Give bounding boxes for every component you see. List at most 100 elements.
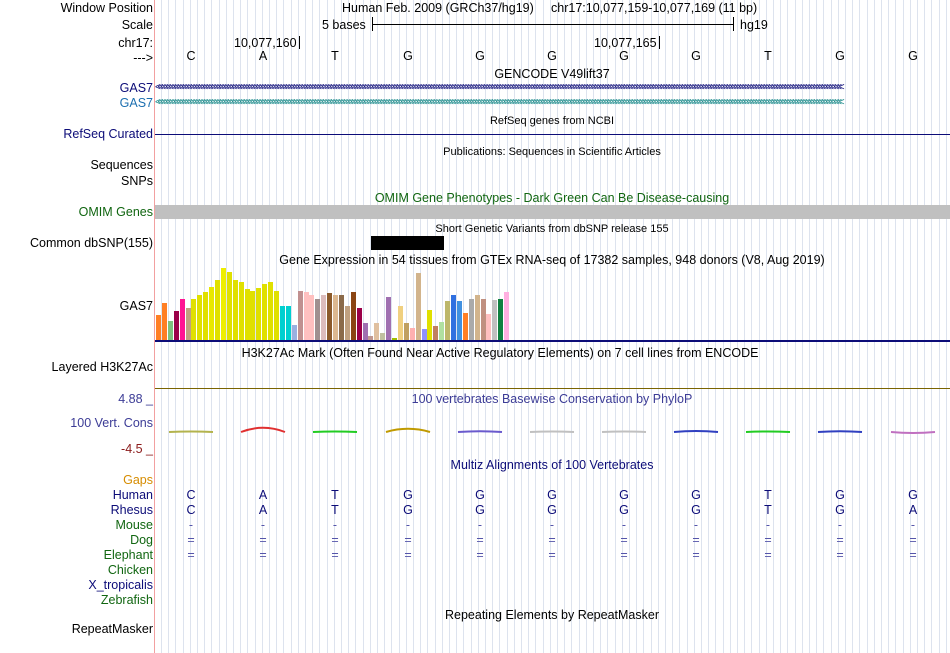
snps-label[interactable]: SNPs: [121, 174, 153, 188]
gtex-tissue-bar[interactable]: [422, 329, 427, 340]
gtex-tissue-bar[interactable]: [203, 292, 208, 340]
species-label[interactable]: Human: [112, 488, 153, 502]
gtex-tissue-bar[interactable]: [245, 289, 250, 340]
omim-title[interactable]: OMIM Gene Phenotypes - Dark Green Can Be…: [374, 191, 730, 205]
refseq-label[interactable]: RefSeq Curated: [63, 127, 153, 141]
gtex-tissue-bar[interactable]: [286, 306, 291, 340]
gtex-tissue-bar[interactable]: [250, 291, 255, 340]
gtex-tissue-bar[interactable]: [191, 299, 196, 340]
h3k27ac-title[interactable]: H3K27Ac Mark (Often Found Near Active Re…: [241, 346, 759, 360]
gtex-tissue-bar[interactable]: [451, 295, 456, 340]
gtex-tissue-bar[interactable]: [445, 301, 450, 340]
gtex-tissue-bar[interactable]: [416, 273, 421, 340]
grid-line: [665, 0, 666, 653]
gtex-tissue-bar[interactable]: [274, 291, 279, 340]
gtex-tissue-bar[interactable]: [410, 328, 415, 340]
gtex-tissue-bar[interactable]: [392, 338, 397, 340]
gtex-gene-label[interactable]: GAS7: [119, 299, 153, 313]
gtex-tissue-bar[interactable]: [492, 300, 497, 340]
gtex-tissue-bar[interactable]: [221, 268, 226, 340]
rmsk-label[interactable]: RepeatMasker: [71, 622, 153, 636]
gtex-tissue-bar[interactable]: [309, 295, 314, 340]
gtex-tissue-bar[interactable]: [357, 308, 362, 340]
species-label[interactable]: Dog: [130, 533, 153, 547]
gtex-tissue-bar[interactable]: [280, 306, 285, 340]
omim-gene-bar[interactable]: [155, 205, 950, 219]
gencode-title[interactable]: GENCODE V49lift37: [494, 67, 610, 81]
gtex-tissue-bar[interactable]: [380, 333, 385, 340]
species-label[interactable]: Elephant: [103, 548, 153, 562]
gtex-tissue-bar[interactable]: [292, 325, 297, 340]
gtex-tissue-bar[interactable]: [398, 306, 403, 340]
gtex-tissue-bar[interactable]: [463, 313, 468, 340]
gtex-tissue-bar[interactable]: [475, 295, 480, 340]
species-label[interactable]: X_tropicalis: [88, 578, 153, 592]
gtex-tissue-bar[interactable]: [315, 299, 320, 340]
phylop-title[interactable]: 100 vertebrates Basewise Conservation by…: [411, 392, 693, 406]
gtex-tissue-bar[interactable]: [197, 295, 202, 340]
species-label[interactable]: Zebrafish: [100, 593, 153, 607]
rhesus-base: T: [764, 503, 772, 517]
gtex-tissue-bar[interactable]: [345, 306, 350, 340]
gtex-tissue-bar[interactable]: [486, 314, 491, 340]
gtex-tissue-bar[interactable]: [233, 280, 238, 340]
gtex-tissue-bar[interactable]: [327, 293, 332, 340]
dbsnp-title[interactable]: Short Genetic Variants from dbSNP releas…: [435, 223, 669, 235]
gtex-tissue-bar[interactable]: [186, 308, 191, 340]
gtex-tissue-bar[interactable]: [498, 299, 503, 340]
gaps-label[interactable]: Gaps: [123, 473, 153, 487]
multiz-title[interactable]: Multiz Alignments of 100 Vertebrates: [450, 458, 654, 472]
gtex-tissue-bar[interactable]: [363, 323, 368, 340]
gtex-tissue-bar[interactable]: [439, 322, 444, 340]
grid-line: [759, 0, 760, 653]
rmsk-title[interactable]: Repeating Elements by RepeatMasker: [444, 608, 660, 622]
gtex-tissue-bar[interactable]: [504, 292, 509, 340]
gtex-tissue-bar[interactable]: [298, 291, 303, 340]
gtex-tissue-bar[interactable]: [469, 299, 474, 340]
dbsnp-label[interactable]: Common dbSNP(155): [30, 236, 153, 250]
gtex-tissue-bar[interactable]: [168, 321, 173, 340]
gtex-tissue-bar[interactable]: [351, 292, 356, 340]
gtex-tissue-bar[interactable]: [386, 297, 391, 340]
refseq-title[interactable]: RefSeq genes from NCBI: [489, 115, 615, 127]
gtex-tissue-bar[interactable]: [256, 288, 261, 340]
gtex-tissue-bar[interactable]: [262, 284, 267, 340]
gtex-tissue-bar[interactable]: [427, 310, 432, 340]
publications-title[interactable]: Publications: Sequences in Scientific Ar…: [443, 146, 661, 158]
gtex-tissue-bar[interactable]: [368, 336, 373, 340]
gtex-tissue-bar[interactable]: [227, 272, 232, 340]
gtex-tissue-bar[interactable]: [457, 301, 462, 340]
gtex-tissue-bar[interactable]: [180, 299, 185, 340]
phylop-label[interactable]: 100 Vert. Cons: [70, 416, 153, 430]
gtex-tissue-bar[interactable]: [268, 282, 273, 340]
species-label[interactable]: Chicken: [107, 563, 153, 577]
gtex-title[interactable]: Gene Expression in 54 tissues from GTEx …: [279, 253, 825, 267]
h3k27ac-label[interactable]: Layered H3K27Ac: [51, 360, 153, 374]
gtex-tissue-bar[interactable]: [404, 323, 409, 340]
gencode-gene-label-1[interactable]: GAS7: [119, 81, 153, 95]
gtex-tissue-bar[interactable]: [321, 295, 326, 340]
gtex-tissue-bar[interactable]: [215, 280, 220, 340]
gtex-tissue-bar[interactable]: [433, 326, 438, 340]
gencode-gene-track-1[interactable]: <<<<<<<<<<<<<<<<<<<<<<<<<<<<<<<<<<<<<<<<…: [155, 82, 845, 93]
gtex-tissue-bar[interactable]: [304, 292, 309, 340]
refseq-gene-line[interactable]: [155, 134, 950, 135]
species-label[interactable]: Rhesus: [110, 503, 153, 517]
gtex-tissue-bar[interactable]: [481, 299, 486, 340]
sequences-label[interactable]: Sequences: [90, 158, 153, 172]
dbsnp-variant[interactable]: [371, 236, 444, 250]
gtex-tissue-bar[interactable]: [333, 295, 338, 340]
species-label[interactable]: Mouse: [115, 518, 153, 532]
gtex-tissue-bar[interactable]: [156, 315, 161, 340]
omim-label[interactable]: OMIM Genes: [78, 205, 153, 219]
gtex-tissue-bar[interactable]: [374, 323, 379, 340]
phylop-wiggle[interactable]: [155, 420, 950, 444]
gtex-tissue-bar[interactable]: [339, 295, 344, 340]
gencode-gene-track-2[interactable]: <<<<<<<<<<<<<<<<<<<<<<<<<<<<<<<<<<<<<<<<…: [155, 97, 845, 108]
gtex-tissue-bar[interactable]: [174, 311, 179, 340]
gtex-tissue-bar[interactable]: [162, 303, 167, 340]
gtex-tissue-bar[interactable]: [239, 282, 244, 340]
gtex-tissue-bar[interactable]: [209, 287, 214, 340]
gencode-gene-label-2[interactable]: GAS7: [119, 96, 153, 110]
